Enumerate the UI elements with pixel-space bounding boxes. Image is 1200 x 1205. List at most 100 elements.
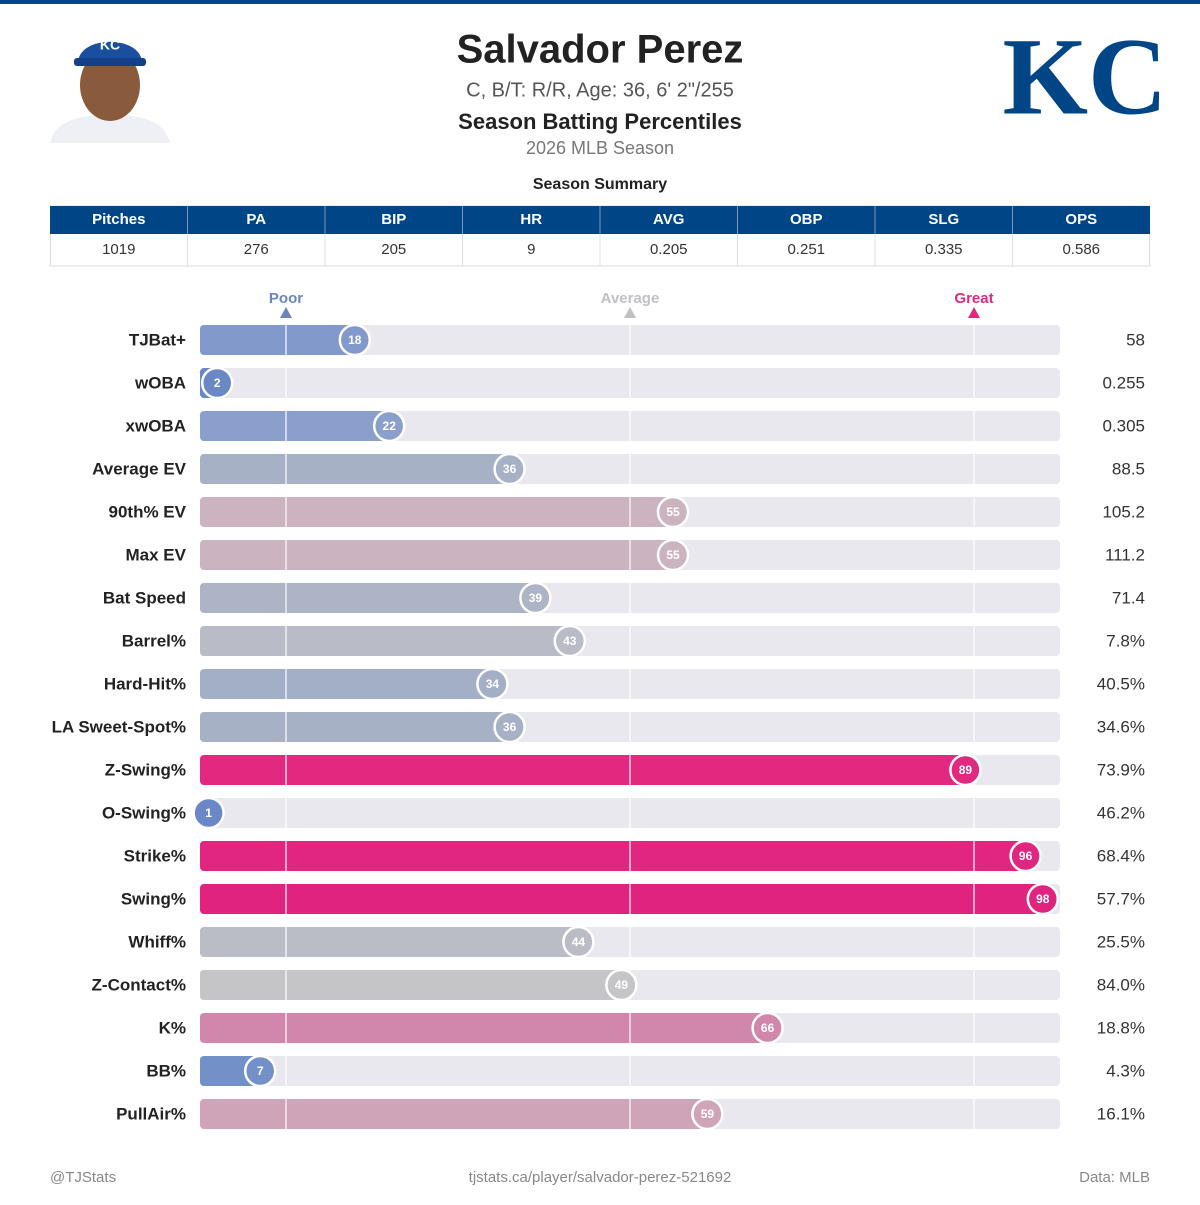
top-bar bbox=[0, 0, 1200, 4]
season: 2026 MLB Season bbox=[526, 138, 674, 158]
metric-label: BB% bbox=[146, 1061, 186, 1080]
stat-value: 73.9% bbox=[1097, 760, 1145, 779]
table-header-cell: PA bbox=[246, 211, 266, 228]
stat-value: 7.8% bbox=[1106, 631, 1145, 650]
metric-label: Max EV bbox=[126, 545, 187, 564]
table-cell: 0.205 bbox=[650, 241, 688, 258]
stat-value: 68.4% bbox=[1097, 846, 1145, 865]
percentile-marker bbox=[493, 452, 526, 486]
percentile-label: 36 bbox=[503, 720, 517, 734]
percentile-label: 43 bbox=[563, 634, 577, 648]
footer-center: tjstats.ca/player/salvador-perez-521692 bbox=[469, 1169, 732, 1186]
percentile-label: 7 bbox=[257, 1064, 264, 1078]
percentile-marker bbox=[656, 495, 690, 529]
reference-arrow bbox=[624, 307, 636, 318]
stat-value: 71.4 bbox=[1112, 588, 1145, 607]
percentile-marker bbox=[949, 753, 982, 787]
stat-value: 46.2% bbox=[1097, 803, 1145, 822]
percentile-marker bbox=[200, 366, 234, 400]
table-cell: 0.586 bbox=[1062, 241, 1100, 258]
percentile-marker bbox=[605, 968, 638, 1002]
bar bbox=[200, 583, 536, 613]
percentile-label: 36 bbox=[503, 462, 517, 476]
metric-label: K% bbox=[159, 1018, 186, 1037]
percentile-marker bbox=[553, 624, 587, 658]
table-cell: 1019 bbox=[102, 241, 135, 258]
stat-value: 25.5% bbox=[1097, 932, 1145, 951]
table-title: Season Summary bbox=[533, 176, 667, 193]
table-cell: 0.251 bbox=[787, 241, 825, 258]
bar bbox=[200, 927, 579, 957]
bar bbox=[200, 1056, 261, 1086]
table-header-cell: OBP bbox=[790, 211, 823, 228]
table-header-cell: Pitches bbox=[92, 211, 145, 228]
percentile-label: 66 bbox=[761, 1021, 775, 1035]
percentile-marker bbox=[656, 538, 690, 572]
bar bbox=[200, 497, 673, 527]
stat-value: 40.5% bbox=[1097, 674, 1145, 693]
percentile-label: 39 bbox=[529, 591, 543, 605]
bar bbox=[200, 755, 966, 785]
bar bbox=[200, 1099, 708, 1129]
percentile-label: 98 bbox=[1036, 892, 1050, 906]
bar bbox=[200, 841, 1026, 871]
metric-label: TJBat+ bbox=[129, 330, 186, 349]
bar bbox=[200, 884, 1043, 914]
metric-label: 90th% EV bbox=[109, 502, 187, 521]
stat-value: 34.6% bbox=[1097, 717, 1145, 736]
stat-value: 88.5 bbox=[1112, 459, 1145, 478]
bar bbox=[200, 411, 390, 441]
metric-label: Strike% bbox=[124, 846, 186, 865]
bar bbox=[200, 454, 510, 484]
reference-arrow bbox=[968, 307, 980, 318]
footer-right: Data: MLB bbox=[1079, 1169, 1150, 1186]
percentile-marker bbox=[243, 1054, 277, 1088]
bar bbox=[200, 970, 622, 1000]
stat-value: 105.2 bbox=[1102, 502, 1145, 521]
metric-label: Hard-Hit% bbox=[104, 674, 186, 693]
table-header-cell: HR bbox=[520, 211, 542, 228]
reference-label: Great bbox=[954, 290, 993, 307]
stat-value: 18.8% bbox=[1097, 1018, 1145, 1037]
metric-label: xwOBA bbox=[126, 416, 186, 435]
percentile-label: 49 bbox=[615, 978, 629, 992]
percentile-label: 89 bbox=[959, 763, 973, 777]
percentile-marker bbox=[1009, 839, 1042, 873]
table-header-cell: AVG bbox=[653, 211, 684, 228]
percentile-marker bbox=[751, 1011, 784, 1045]
svg-text:KC: KC bbox=[100, 37, 120, 53]
percentile-marker bbox=[562, 925, 595, 959]
percentile-label: 34 bbox=[486, 677, 500, 691]
footer-left: @TJStats bbox=[50, 1169, 116, 1186]
percentile-label: 44 bbox=[572, 935, 586, 949]
metric-label: Whiff% bbox=[128, 932, 186, 951]
metric-label: Z-Swing% bbox=[105, 760, 186, 779]
percentile-marker bbox=[519, 581, 552, 615]
stat-value: 0.255 bbox=[1102, 373, 1145, 392]
stat-value: 4.3% bbox=[1106, 1061, 1145, 1080]
percentile-marker bbox=[338, 323, 372, 357]
table-cell: 276 bbox=[244, 241, 269, 258]
stat-value: 84.0% bbox=[1097, 975, 1145, 994]
stat-value: 16.1% bbox=[1097, 1104, 1145, 1123]
metric-label: Average EV bbox=[92, 459, 187, 478]
percentile-label: 18 bbox=[348, 333, 362, 347]
table-header-cell: SLG bbox=[928, 211, 959, 228]
metric-label: PullAir% bbox=[116, 1104, 186, 1123]
percentile-label: 2 bbox=[214, 376, 221, 390]
table-cell: 0.335 bbox=[925, 241, 963, 258]
percentile-marker bbox=[1026, 882, 1060, 916]
metric-label: LA Sweet-Spot% bbox=[52, 717, 186, 736]
bar bbox=[200, 1013, 768, 1043]
percentile-marker bbox=[192, 796, 225, 830]
metric-label: O-Swing% bbox=[102, 803, 186, 822]
table-cell: 205 bbox=[381, 241, 406, 258]
bar bbox=[200, 626, 570, 656]
percentile-label: 55 bbox=[666, 505, 680, 519]
bar bbox=[200, 712, 510, 742]
reference-label: Average bbox=[601, 290, 660, 307]
percentile-marker bbox=[372, 409, 406, 443]
player-bio: C, B/T: R/R, Age: 36, 6' 2"/255 bbox=[466, 79, 734, 101]
player-name: Salvador Perez bbox=[457, 28, 744, 72]
